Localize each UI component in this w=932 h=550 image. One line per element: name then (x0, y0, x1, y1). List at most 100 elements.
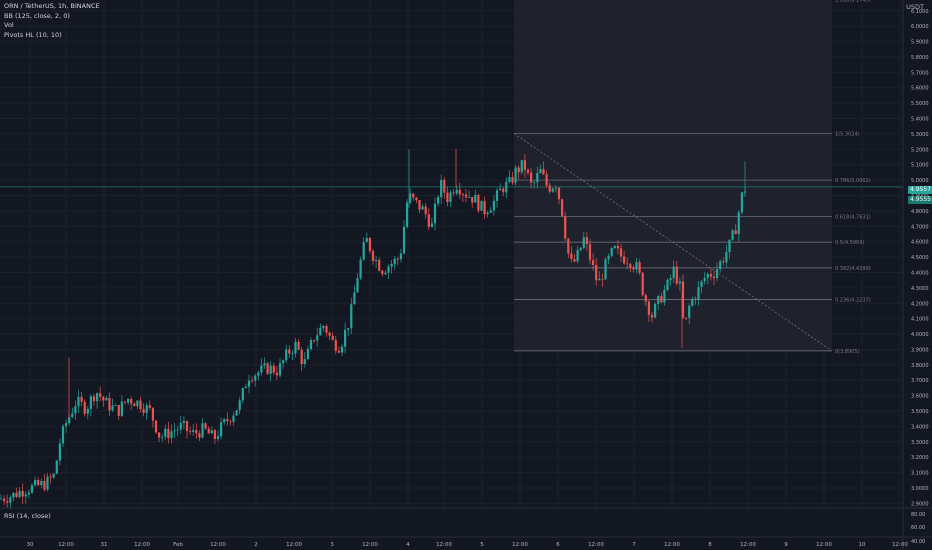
candle-body (260, 365, 263, 373)
candle-body (725, 252, 728, 263)
price-tick-label: 5.0000 (911, 178, 929, 184)
candle-body (61, 426, 65, 444)
price-tick-label: 3.5000 (911, 409, 929, 415)
price-tick-label: 3.1000 (911, 471, 929, 477)
candle-body (272, 365, 275, 373)
candle-body (712, 276, 716, 279)
candle-body (579, 247, 582, 251)
candle-body (728, 239, 731, 253)
candle-body (43, 481, 46, 490)
time-tick-label: 3 (330, 542, 334, 548)
candle-body (288, 349, 291, 354)
candle-body (9, 497, 12, 503)
candle-body (464, 194, 468, 198)
candle-body (316, 335, 319, 341)
candle-body (539, 169, 542, 174)
time-tick-label: 12:00 (664, 542, 680, 548)
candle-body (449, 192, 452, 202)
candle-body (37, 479, 40, 486)
candle-body (201, 423, 204, 438)
candle-body (161, 436, 164, 438)
candle-body (644, 295, 647, 302)
fib-level-label: 1(5.3024) (835, 132, 860, 138)
candle-body (313, 340, 316, 341)
candle-body (74, 406, 77, 414)
time-tick-label: 7 (632, 542, 636, 548)
time-tick-label: 12:00 (816, 542, 832, 548)
candle-body (530, 172, 533, 183)
candle-body (303, 359, 306, 365)
time-tick-label: 12:00 (134, 542, 150, 548)
price-tick-label: 3.8000 (911, 363, 929, 369)
candle-body (3, 498, 6, 502)
candle-body (489, 210, 492, 213)
candle-body (440, 179, 443, 198)
time-tick-label: 5 (480, 542, 484, 548)
candle-body (192, 430, 195, 432)
current-price-tag: 4.9557 (908, 186, 932, 194)
candle-body (520, 160, 523, 173)
candle-body (123, 401, 127, 403)
candle-body (306, 348, 309, 360)
candle-body (0, 498, 3, 500)
candle-body (632, 267, 635, 270)
candle-body (641, 272, 644, 296)
candle-body (731, 230, 734, 240)
legend-bb-indicator[interactable]: BB (125, close, 2, 0) (4, 11, 70, 20)
candle-body (495, 190, 499, 201)
candle-body (182, 421, 185, 423)
time-tick-label: 30 (27, 542, 34, 548)
candle-body (390, 264, 393, 267)
candle-body (685, 317, 688, 319)
legend-pivots-indicator[interactable]: Pivots HL (10, 10) (4, 30, 62, 39)
candle-body (362, 242, 365, 260)
candle-body (46, 476, 49, 490)
candle-body (604, 259, 607, 280)
candle-body (418, 200, 421, 210)
price-axis[interactable] (903, 0, 932, 550)
candle-body (322, 326, 325, 328)
candle-body (669, 277, 672, 280)
candle-body (291, 353, 294, 355)
candle-body (241, 388, 244, 401)
close-price-tag: 4.9555 (908, 196, 932, 204)
candle-body (480, 200, 483, 211)
candle-body (232, 415, 235, 422)
candle-body (477, 195, 480, 211)
candle-body (601, 278, 604, 280)
candle-body (613, 245, 616, 249)
candle-body (282, 360, 285, 364)
legend-symbol[interactable]: ORN / TetherUS, 1h, BINANCE (4, 2, 100, 10)
candle-body (375, 259, 378, 261)
candle-body (130, 398, 133, 404)
candle-body (127, 398, 130, 403)
candle-body (461, 194, 464, 196)
price-tick-label: 5.2000 (911, 147, 929, 153)
candle-body (142, 409, 145, 413)
candle-body (657, 295, 660, 304)
candle-body (331, 335, 334, 340)
candle-body (371, 251, 375, 261)
candle-body (77, 396, 80, 407)
candle-body (111, 405, 114, 411)
time-tick-label: 31 (101, 542, 108, 548)
fib-level-label: 0.618(4.7631) (835, 215, 871, 221)
candle-body (505, 181, 508, 193)
time-tick-label: 8 (708, 542, 712, 548)
candle-body (623, 256, 626, 264)
candle-body (278, 363, 282, 376)
candle-body (592, 260, 595, 265)
candle-body (626, 263, 629, 265)
axis-currency-label[interactable]: USDT (906, 3, 924, 11)
candle-body (700, 281, 703, 288)
candle-body (89, 396, 92, 409)
candle-body (213, 430, 216, 439)
rsi-legend[interactable]: RSI (14, close) (4, 512, 51, 520)
candle-body (195, 430, 198, 434)
candle-body (12, 492, 15, 498)
candle-body (588, 244, 592, 261)
fib-trend-line[interactable] (513, 133, 833, 352)
legend-volume-indicator[interactable]: Vol (4, 21, 14, 29)
time-tick-label: 12:00 (740, 542, 756, 548)
